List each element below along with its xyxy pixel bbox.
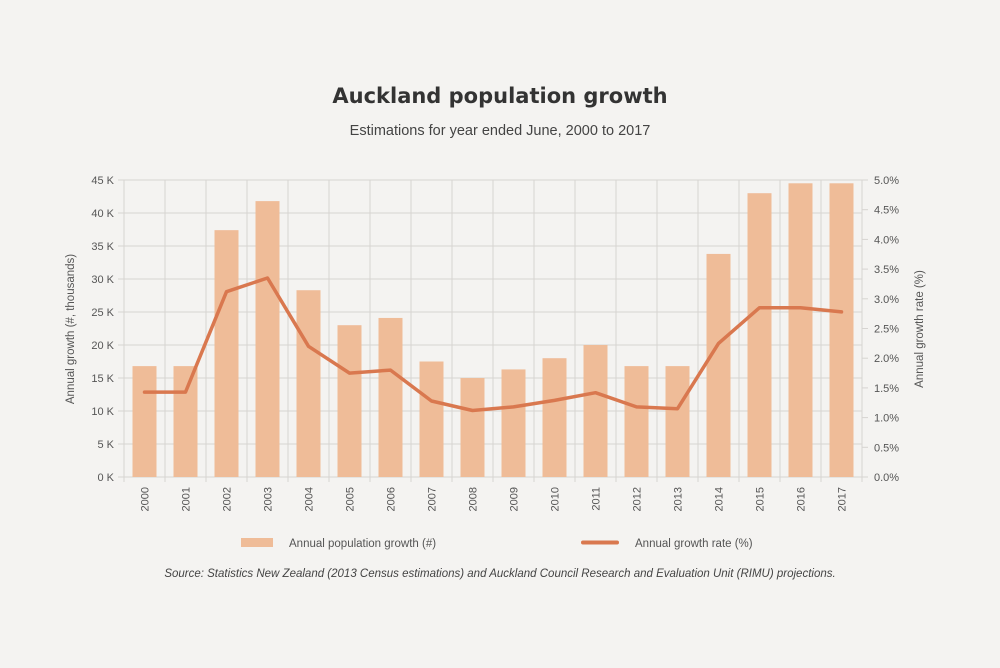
- y-tick-label-right: 1.5%: [874, 383, 899, 395]
- x-tick-label: 2012: [632, 487, 644, 511]
- y-tick-label-left: 35 K: [91, 241, 114, 253]
- y-tick-label-right: 0.0%: [874, 472, 899, 484]
- bar: [460, 378, 485, 477]
- bar: [829, 183, 854, 478]
- x-tick-label: 2003: [263, 487, 275, 511]
- legend-swatch-bars: [241, 538, 273, 547]
- y-tick-label-left: 30 K: [91, 274, 114, 286]
- x-tick-label: 2006: [386, 487, 398, 511]
- y-tick-label-right: 4.5%: [874, 205, 899, 217]
- y-tick-label-right: 1.0%: [874, 413, 899, 425]
- bar: [501, 369, 526, 477]
- x-tick-label: 2002: [222, 487, 234, 511]
- line-series: [142, 276, 844, 413]
- y-tick-label-left: 10 K: [91, 406, 114, 418]
- y-axis-right-ticks: 0.0% 0.5% 1.0% 1.5% 2.0% 2.5% 3.0% 3.5% 4.0% 4.5%…: [874, 175, 899, 484]
- y-tick-label-right: 3.0%: [874, 294, 899, 306]
- legend-label-bars: Annual population growth (#): [289, 538, 436, 550]
- y-axis-right-label: Annual growth rate (%): [914, 270, 926, 388]
- y-tick-label-left: 25 K: [91, 307, 114, 319]
- y-tick-label-left: 5 K: [97, 439, 114, 451]
- y-tick-label-left: 15 K: [91, 373, 114, 385]
- y-tick-label-left: 40 K: [91, 208, 114, 220]
- bar: [378, 317, 403, 477]
- bar: [665, 366, 690, 477]
- source-note: Source: Statistics New Zealand (2013 Cen…: [164, 568, 836, 580]
- y-tick-label-right: 2.5%: [874, 324, 899, 336]
- x-tick-label: 2017: [837, 487, 849, 511]
- x-tick-label: 2005: [345, 487, 357, 511]
- bar: [296, 290, 321, 477]
- bar: [255, 201, 280, 477]
- x-tick-label: 2004: [304, 487, 316, 511]
- bar: [132, 366, 157, 477]
- x-tick-label: 2009: [509, 487, 521, 511]
- bar: [624, 366, 649, 477]
- bar: [583, 345, 608, 477]
- y-tick-label-left: 0 K: [97, 472, 114, 484]
- x-tick-label: 2007: [427, 487, 439, 511]
- y-axis-left-label: Annual growth (#, thousands): [65, 254, 77, 404]
- x-tick-label: 2010: [550, 487, 562, 511]
- x-tick-label: 2016: [796, 487, 808, 511]
- x-tick-label: 2000: [140, 487, 152, 511]
- y-tick-label-left: 20 K: [91, 340, 114, 352]
- bar: [747, 193, 772, 477]
- y-axis-left-ticks: 0 K 5 K 10 K 15 K 20 K 25 K 30 K 35 K 40 K 45 K: [91, 175, 114, 484]
- legend: Annual population growth (#) Annual grow…: [241, 538, 753, 550]
- bar: [706, 253, 731, 477]
- x-tick-label: 2014: [714, 487, 726, 511]
- bar: [173, 366, 198, 477]
- x-tick-label: 2008: [468, 487, 480, 511]
- bar-series: [132, 183, 854, 478]
- x-tick-label: 2015: [755, 487, 767, 511]
- grid-lines: [118, 179, 868, 482]
- y-tick-label-right: 2.0%: [874, 353, 899, 365]
- chart-subtitle: Estimations for year ended June, 2000 to…: [349, 123, 651, 139]
- bar: [542, 358, 567, 477]
- y-tick-label-right: 3.5%: [874, 264, 899, 276]
- y-tick-label-right: 4.0%: [874, 234, 899, 246]
- y-tick-label-right: 0.5%: [874, 442, 899, 454]
- growth-rate-line: [142, 276, 844, 413]
- chart-title: Auckland population growth: [332, 84, 668, 108]
- bar: [419, 361, 444, 477]
- bar: [788, 183, 813, 478]
- y-tick-label-right: 5.0%: [874, 175, 899, 187]
- x-axis-ticks: 2000 2001 2002 2003 2004 2005 2006 2007 2008 2009…: [140, 487, 849, 511]
- legend-label-line: Annual growth rate (%): [635, 538, 753, 550]
- bar: [337, 325, 362, 477]
- x-tick-label: 2013: [673, 487, 685, 511]
- x-tick-label: 2011: [591, 487, 603, 511]
- x-tick-label: 2001: [181, 487, 193, 511]
- y-tick-label-left: 45 K: [91, 175, 114, 187]
- bar: [214, 230, 239, 477]
